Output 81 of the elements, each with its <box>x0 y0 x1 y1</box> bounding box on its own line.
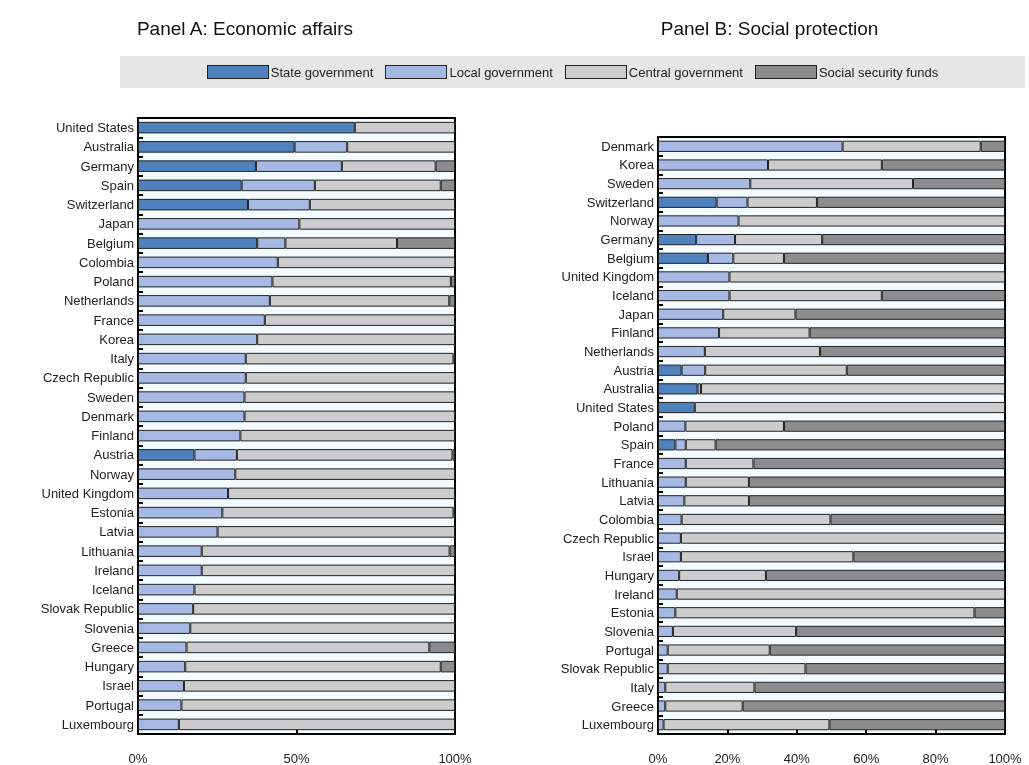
x-tick-label: 100% <box>988 751 1023 765</box>
y-tick-label: Israel <box>622 549 655 565</box>
x-tick-label: 50% <box>283 751 310 765</box>
y-tick-label: Netherlands <box>63 293 135 309</box>
y-tick-label: Spain <box>620 437 654 453</box>
y-tick-label: Czech Republic <box>562 530 655 546</box>
y-tick-label: Luxembourg <box>581 717 654 733</box>
y-tick-label: Italy <box>110 351 135 367</box>
y-tick-label: Poland <box>613 418 654 434</box>
x-tick-label: 20% <box>714 751 741 765</box>
chart-title: Panel A: Economic affairs <box>136 18 354 39</box>
y-tick-label: Norway <box>89 466 135 482</box>
bar <box>658 383 698 395</box>
y-tick-label: Slovak Republic <box>560 661 655 677</box>
y-tick-label: Belgium <box>87 235 134 251</box>
y-tick-label: Colombia <box>599 511 655 527</box>
legend-label: Central government <box>628 64 743 80</box>
y-tick-label: Estonia <box>90 505 135 521</box>
y-tick-label: Finland <box>611 325 654 341</box>
y-tick-label: Lithuania <box>601 474 655 490</box>
y-tick-label: Latvia <box>619 493 655 509</box>
y-tick-label: Portugal <box>605 642 655 658</box>
y-tick-label: United Kingdom <box>561 269 654 285</box>
x-tick-label: 60% <box>853 751 880 765</box>
y-tick-label: Iceland <box>92 582 134 598</box>
y-tick-label: Portugal <box>85 697 135 713</box>
x-tick-label: 80% <box>922 751 950 765</box>
y-tick-label: United States <box>575 400 655 416</box>
y-tick-label: Latvia <box>99 524 135 540</box>
y-tick-label: Czech Republic <box>42 370 135 386</box>
y-tick-label: Norway <box>609 213 655 229</box>
y-tick-label: Korea <box>619 157 655 173</box>
y-tick-label: Austria <box>93 447 135 463</box>
y-tick-label: Sweden <box>87 389 134 405</box>
y-tick-label: Israel <box>102 678 135 694</box>
y-tick-label: Belgium <box>607 250 654 266</box>
y-tick-label: Germany <box>600 232 655 248</box>
legend-label: Local government <box>449 64 553 80</box>
y-tick-label: Hungary <box>604 567 655 583</box>
y-tick-label: Netherlands <box>583 344 655 360</box>
x-tick-label: 100% <box>438 751 473 765</box>
y-tick-label: Colombia <box>79 254 135 270</box>
x-tick-label: 0% <box>128 751 148 765</box>
y-tick-label: Italy <box>630 679 655 695</box>
y-tick-label: Japan <box>618 306 654 322</box>
y-tick-label: Spain <box>100 177 134 193</box>
y-tick-label: France <box>613 455 654 471</box>
y-tick-label: Korea <box>99 331 135 347</box>
y-tick-label: Denmark <box>81 408 135 424</box>
y-tick-label: Poland <box>93 274 134 290</box>
legend-label: Social security funds <box>818 64 939 80</box>
y-tick-label: Luxembourg <box>61 716 134 732</box>
y-tick-label: Finland <box>91 428 134 444</box>
legend-label: State government <box>270 64 374 80</box>
y-tick-label: Australia <box>603 381 655 397</box>
y-tick-label: Slovenia <box>604 623 655 639</box>
y-tick-label: Switzerland <box>66 197 134 213</box>
y-tick-label: Japan <box>98 216 134 232</box>
y-tick-label: Greece <box>91 639 134 655</box>
y-tick-label: Ireland <box>94 562 134 578</box>
y-tick-label: France <box>93 312 134 328</box>
y-tick-label: Ireland <box>614 586 654 602</box>
chart-title: Panel B: Social protection <box>660 18 879 39</box>
y-tick-label: Sweden <box>607 176 654 192</box>
y-tick-label: Switzerland <box>586 194 654 210</box>
x-tick-label: 40% <box>783 751 811 765</box>
y-tick-label: United States <box>55 120 135 136</box>
y-tick-label: Estonia <box>610 605 655 621</box>
y-tick-label: Australia <box>83 139 135 155</box>
y-tick-label: Iceland <box>612 288 654 304</box>
y-tick-label: Hungary <box>84 659 135 675</box>
y-tick-label: Greece <box>611 698 654 714</box>
y-tick-label: Lithuania <box>81 543 135 559</box>
y-tick-label: Germany <box>80 158 135 174</box>
y-tick-label: United Kingdom <box>41 485 134 501</box>
y-tick-label: Slovenia <box>84 620 135 636</box>
y-tick-label: Slovak Republic <box>40 601 135 617</box>
y-tick-label: Austria <box>613 362 655 378</box>
x-tick-label: 0% <box>648 751 668 765</box>
y-tick-label: Denmark <box>601 138 655 154</box>
bar <box>701 383 1005 395</box>
